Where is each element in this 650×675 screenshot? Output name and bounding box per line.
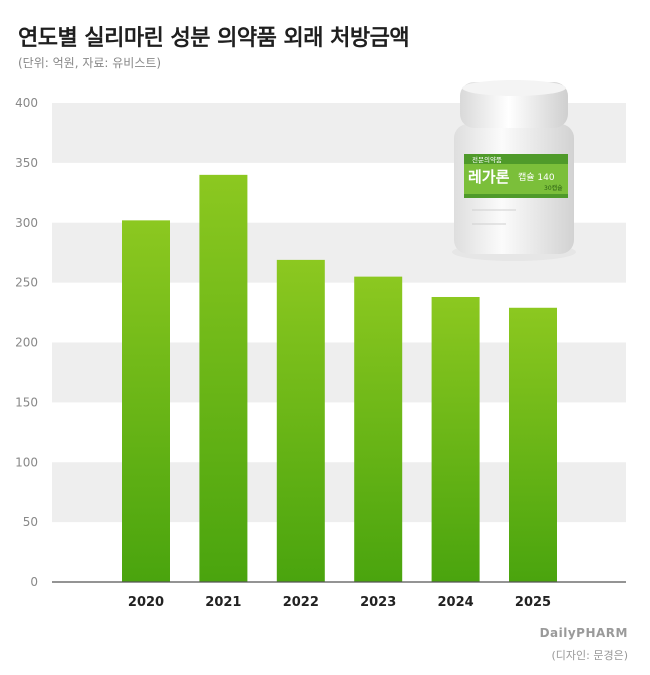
svg-text:레가론: 레가론	[468, 168, 510, 186]
x-tick-label: 2022	[283, 595, 319, 610]
y-tick-label: 250	[15, 276, 38, 290]
bar-2024	[431, 296, 480, 582]
svg-text:전문의약품: 전문의약품	[472, 155, 502, 164]
bar-2023	[354, 276, 403, 582]
y-tick-label: 350	[15, 156, 38, 170]
bar-2022	[276, 259, 325, 582]
x-tick-label: 2023	[360, 595, 396, 610]
y-tick-label: 100	[15, 455, 38, 469]
bar-2025	[509, 307, 557, 582]
x-tick-label: 2021	[205, 595, 241, 610]
chart-subtitle: (단위: 억원, 자료: 유비스트)	[18, 56, 162, 70]
svg-text:30캡슐: 30캡슐	[544, 184, 563, 192]
svg-text:캡슐 140: 캡슐 140	[518, 171, 555, 183]
y-tick-label: 400	[15, 96, 38, 110]
y-tick-label: 50	[23, 515, 38, 529]
product-bottle-image: 전문의약품 레가론 캡슐 140 30캡슐	[452, 80, 576, 261]
y-tick-label: 150	[15, 395, 38, 409]
x-tick-label: 2025	[515, 595, 551, 610]
y-tick-label: 0	[30, 575, 38, 589]
x-tick-label: 2024	[438, 595, 474, 610]
chart-title: 연도별 실리마린 성분 의약품 외래 처방금액	[18, 26, 410, 51]
brand-logo: DailyPHARM	[539, 626, 628, 640]
y-tick-label: 200	[15, 336, 38, 350]
design-credit: (디자인: 문경은)	[551, 649, 628, 662]
bar-2021	[199, 174, 248, 582]
y-tick-label: 300	[15, 216, 38, 230]
x-tick-label: 2020	[128, 595, 164, 610]
bar-2020	[122, 220, 170, 583]
